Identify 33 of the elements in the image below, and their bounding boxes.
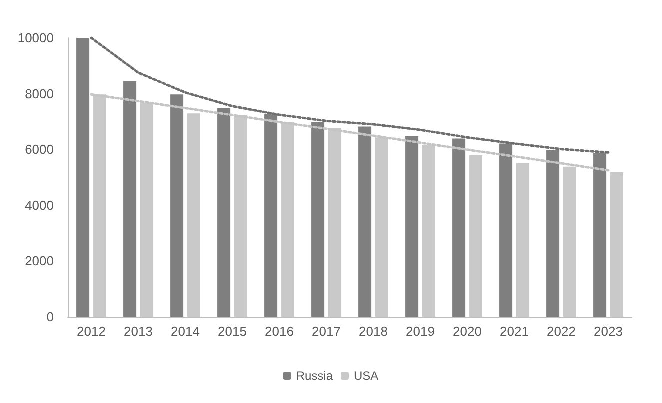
bar — [546, 150, 560, 317]
bar — [452, 138, 466, 317]
bar — [358, 126, 372, 317]
x-tick-label: 2023 — [594, 324, 623, 339]
bar — [500, 144, 513, 317]
y-tick-label: 6000 — [25, 142, 54, 158]
bar — [218, 108, 231, 317]
y-tick-label: 2000 — [25, 254, 54, 269]
bar — [264, 114, 278, 317]
bar — [406, 136, 419, 317]
y-tick-label: 8000 — [25, 86, 54, 102]
bar — [124, 81, 137, 317]
x-tick-label: 2022 — [547, 324, 576, 339]
x-tick-label: 2014 — [171, 324, 200, 339]
x-tick-label: 2018 — [359, 324, 388, 339]
legend-label: USA — [354, 369, 379, 383]
x-tick-label: 2019 — [406, 324, 435, 339]
x-tick-label: 2016 — [265, 324, 294, 339]
x-tick-label: 2015 — [218, 324, 247, 339]
bar — [312, 122, 325, 317]
bar — [170, 94, 184, 317]
bar — [76, 38, 90, 317]
x-tick-label: 2020 — [453, 324, 482, 339]
y-tick-label: 4000 — [25, 198, 54, 213]
line-series — [90, 36, 610, 154]
y-tick-label: 10000 — [18, 30, 54, 46]
legend-label: Russia — [296, 369, 334, 383]
x-tick-label: 2012 — [77, 324, 106, 339]
x-tick-label: 2021 — [500, 324, 529, 339]
x-tick-label: 2013 — [124, 324, 153, 339]
bar — [594, 153, 607, 317]
x-tick-label: 2017 — [312, 324, 341, 339]
y-tick-label: 0 — [46, 310, 54, 324]
